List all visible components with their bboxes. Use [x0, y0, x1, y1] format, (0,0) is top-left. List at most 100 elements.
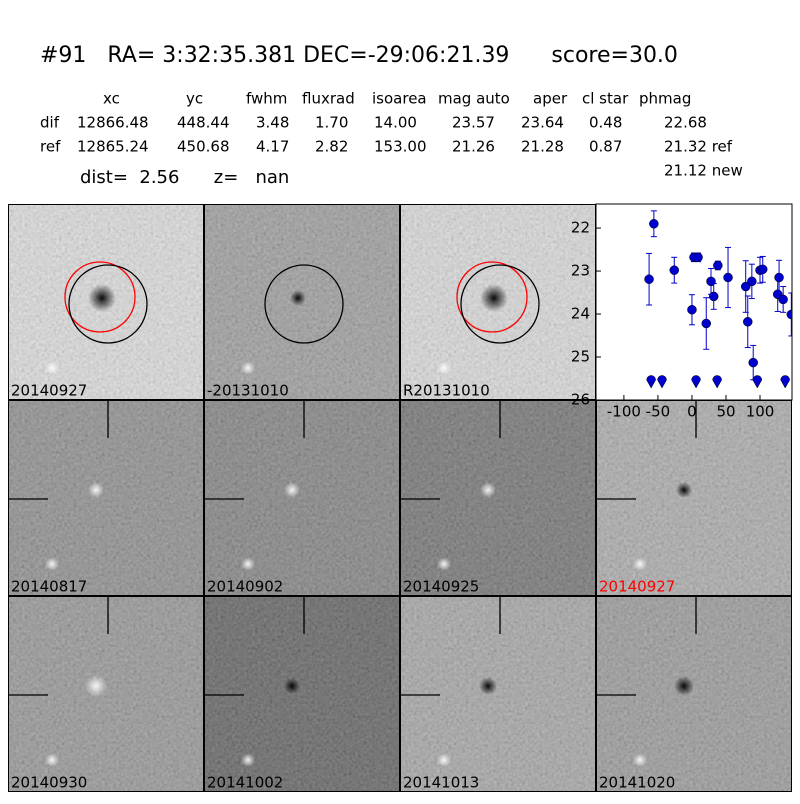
star-blob	[45, 753, 59, 767]
column-header: cl star	[582, 90, 629, 108]
image-panel: 20140817	[8, 400, 204, 596]
x-tick-label: -50	[646, 403, 671, 421]
image-panel: 20141013	[400, 596, 596, 792]
det-circle	[264, 264, 344, 344]
table-cell: 14.00	[374, 114, 417, 132]
panels: 20140927 -20131010 R20131010 20140817 201409…	[8, 204, 792, 792]
source-blob	[479, 677, 497, 695]
column-header: fwhm	[246, 90, 287, 108]
star-blob	[633, 753, 647, 767]
source-blob	[284, 678, 300, 694]
image-panel: R20131010	[400, 204, 596, 400]
point	[757, 264, 768, 275]
upper-limit	[691, 375, 701, 389]
x-tick-label: -100	[607, 403, 641, 421]
plot-marks	[644, 210, 792, 389]
point	[740, 281, 751, 292]
table-cell: 21.26	[452, 138, 495, 156]
plot-background	[595, 203, 793, 401]
star-blob	[45, 557, 59, 571]
table-cell: 2.82	[315, 138, 348, 156]
panel-noise	[204, 596, 400, 792]
image-panel: 20141002	[204, 596, 400, 792]
panel-noise	[8, 400, 204, 596]
image-panel: 20140927	[596, 400, 792, 596]
point	[747, 276, 757, 287]
x-tick-label: 50	[716, 403, 735, 421]
panel-noise	[596, 400, 792, 596]
point	[786, 309, 792, 320]
image-panel: 20140927	[8, 204, 204, 400]
panel-border	[400, 400, 596, 596]
star-blob	[437, 361, 451, 375]
star-blob	[45, 361, 59, 375]
source-blob	[480, 482, 496, 498]
det-circle	[460, 264, 540, 344]
table-cell: 1.70	[315, 114, 348, 132]
panel-border	[596, 596, 792, 792]
table-cell: 23.57	[452, 114, 495, 132]
x-tick-label: 0	[687, 403, 697, 421]
panel-border	[204, 204, 400, 400]
point	[774, 272, 784, 283]
row-label: ref	[40, 138, 61, 156]
panel-label: 20141013	[403, 774, 479, 792]
point	[778, 294, 788, 305]
source-blob	[88, 284, 116, 312]
panel-label: 20140902	[207, 578, 283, 596]
panel-border	[8, 204, 204, 400]
column-header: mag auto	[438, 90, 510, 108]
panel-label: 20140925	[403, 578, 479, 596]
table-cell: 21.32 ref	[664, 138, 733, 156]
point	[743, 317, 753, 327]
panel-label: 20140927	[11, 382, 87, 400]
table-cell: 22.68	[664, 114, 707, 132]
point	[649, 219, 659, 229]
point	[669, 265, 680, 275]
star-blob	[633, 557, 647, 571]
y-tick-label: 25	[571, 348, 590, 366]
panel-label: 20140927	[599, 578, 675, 596]
point	[748, 357, 758, 368]
image-panel: 20140930	[8, 596, 204, 792]
column-header: xc	[103, 90, 120, 108]
upper-limit	[780, 375, 790, 389]
x-tick-label: 100	[746, 403, 775, 421]
panel-label: 20141020	[599, 774, 675, 792]
point	[687, 304, 697, 315]
table-cell: 12865.24	[77, 138, 149, 156]
table-cell: 23.64	[521, 114, 564, 132]
column-header: fluxrad	[302, 90, 355, 108]
ref-circle	[64, 261, 136, 333]
panel-noise	[400, 400, 596, 596]
y-tick-label: 24	[571, 305, 590, 323]
source-blob	[290, 290, 306, 306]
table-cell: 4.17	[256, 138, 289, 156]
panel-border	[8, 400, 204, 596]
table-cell: 0.87	[589, 138, 622, 156]
star-blob	[241, 361, 255, 375]
table-cell: 450.68	[177, 138, 230, 156]
y-tick-label: 23	[571, 262, 590, 280]
upper-limit	[657, 375, 667, 389]
column-header: isoarea	[372, 90, 427, 108]
ref-circle	[456, 261, 528, 333]
source-blob	[480, 284, 508, 312]
source-blob	[284, 482, 300, 498]
source-blob	[674, 676, 694, 696]
point	[701, 318, 711, 329]
row-label: dif	[40, 114, 60, 132]
point	[708, 291, 719, 302]
image-panel: -20131010	[204, 204, 400, 400]
upper-limit	[752, 375, 763, 389]
star-blob	[241, 557, 255, 571]
image-panel: 20140925	[400, 400, 596, 596]
panel-border	[204, 596, 400, 792]
point	[713, 260, 723, 271]
image-panel: 20140902	[204, 400, 400, 596]
distance: dist= 2.56 z= nan	[80, 167, 289, 188]
panel-noise	[400, 596, 596, 792]
star-blob	[241, 753, 255, 767]
det-circle	[68, 264, 148, 344]
